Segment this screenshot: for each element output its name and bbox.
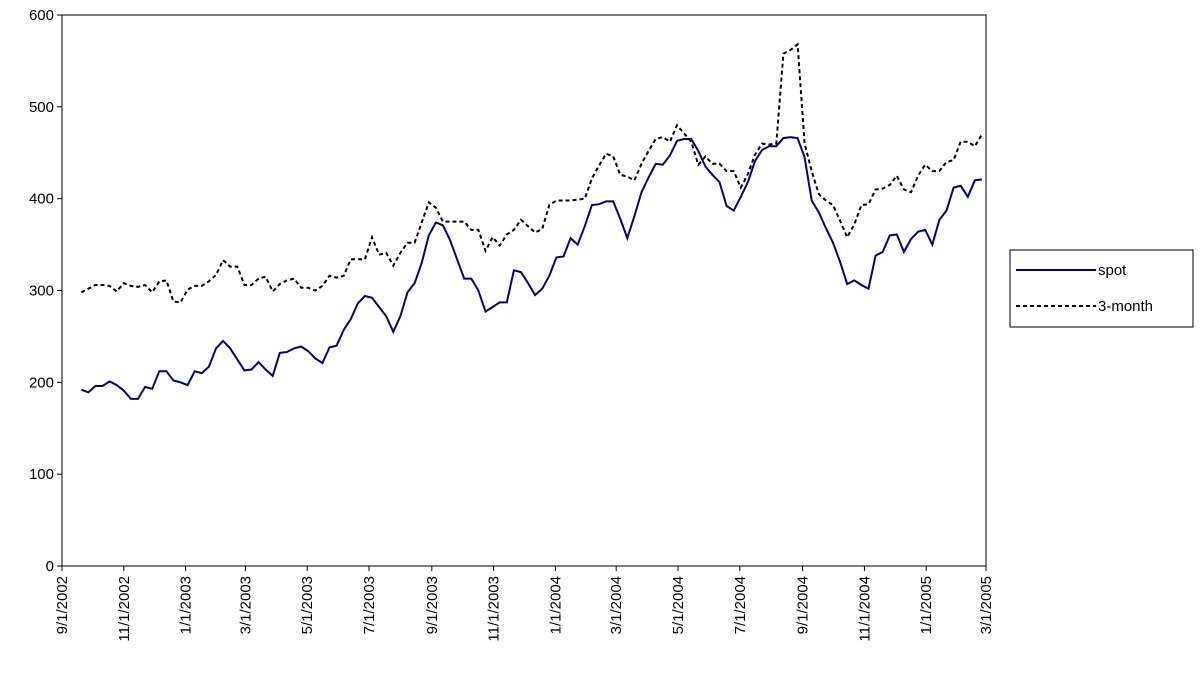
legend-label: spot [1098,262,1127,279]
y-tick-label: 600 [29,7,54,24]
x-tick-label: 3/1/2004 [608,576,625,634]
x-tick-label: 1/1/2004 [547,576,564,634]
series-line [80,136,983,400]
x-tick-label: 5/1/2004 [670,576,687,634]
x-tick-label: 1/1/2003 [178,576,195,634]
x-tick-label: 11/1/2002 [116,576,133,642]
y-tick-label: 0 [46,558,54,575]
y-tick-label: 200 [29,374,54,391]
x-tick-label: 5/1/2003 [299,576,316,634]
legend-label: 3-month [1098,298,1153,315]
x-tick-label: 7/1/2004 [732,576,749,634]
y-tick-label: 500 [29,99,54,116]
x-tick-label: 9/1/2002 [54,576,71,634]
x-tick-label: 3/1/2003 [237,576,254,634]
x-tick-label: 11/1/2004 [856,576,873,642]
x-tick-label: 7/1/2003 [361,576,378,634]
x-tick-label: 9/1/2003 [424,576,441,634]
x-tick-label: 1/1/2005 [918,576,935,634]
x-tick-label: 11/1/2003 [486,576,503,642]
y-tick-label: 400 [29,191,54,208]
series-line [80,42,983,304]
x-tick-label: 3/1/2005 [978,576,995,634]
y-tick-label: 100 [29,466,54,483]
legend [1009,249,1194,328]
plot-area [61,14,987,567]
x-tick-label: 9/1/2004 [795,576,812,634]
y-tick-label: 300 [29,283,54,300]
